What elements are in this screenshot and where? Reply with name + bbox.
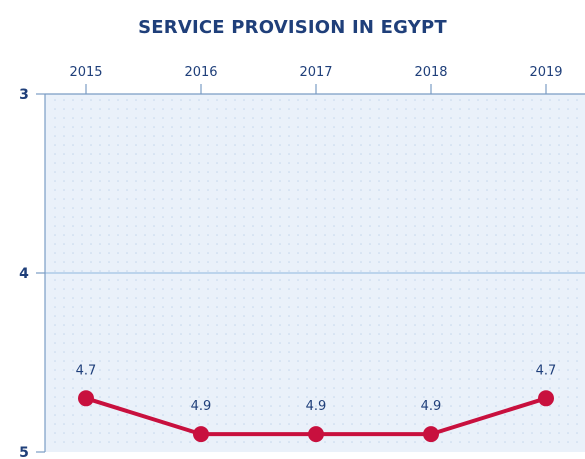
- x-tick-label: 2016: [184, 65, 217, 80]
- dot-grid: [49, 98, 585, 450]
- chart-title: SERVICE PROVISION IN EGYPT: [138, 17, 447, 38]
- x-tick-label: 2015: [69, 65, 102, 80]
- data-point: [193, 426, 209, 443]
- data-point: [78, 390, 94, 407]
- data-label: 4.7: [536, 363, 557, 378]
- y-tick-label: 4: [19, 266, 29, 282]
- data-label: 4.9: [191, 399, 212, 414]
- x-tick-label: 2019: [529, 65, 562, 80]
- data-label: 4.7: [76, 363, 97, 378]
- data-label: 4.9: [306, 399, 327, 414]
- y-tick-label: 5: [19, 445, 29, 459]
- y-tick-label: 3: [19, 87, 29, 103]
- x-tick-label: 2018: [414, 65, 447, 80]
- data-point: [423, 426, 439, 443]
- data-label: 4.9: [421, 399, 442, 414]
- data-point: [538, 390, 554, 407]
- x-tick-label: 2017: [299, 65, 332, 80]
- data-point: [308, 426, 324, 443]
